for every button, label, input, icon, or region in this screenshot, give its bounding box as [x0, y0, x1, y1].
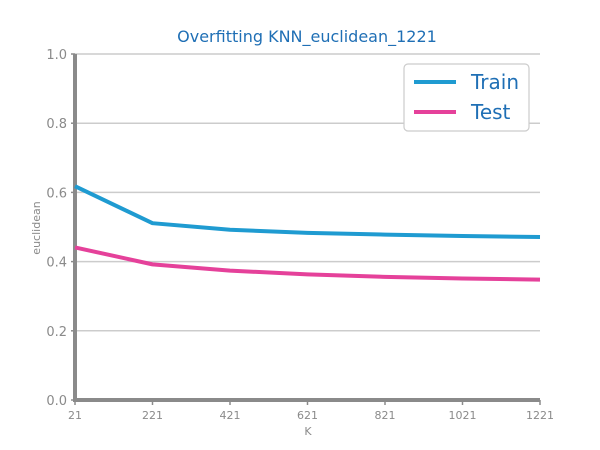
x-tick-label: 1221: [526, 409, 554, 422]
x-tick-label: 221: [142, 409, 163, 422]
y-tick-label: 0.6: [46, 186, 67, 201]
legend-label-train: Train: [470, 70, 519, 94]
y-tick-label: 0.4: [46, 256, 67, 271]
x-tick-label: 21: [68, 409, 82, 422]
legend-label-test: Test: [470, 100, 511, 124]
y-tick-label: 0.8: [46, 117, 67, 132]
y-axis-ticks: 0.0 0.2 0.4 0.6 0.8 1.0: [46, 48, 75, 409]
series-line-test: [74, 245, 541, 282]
x-tick-label: 1021: [449, 409, 477, 422]
x-tick-label: 621: [297, 409, 318, 422]
y-tick-label: 0.2: [46, 325, 67, 340]
y-axis-label: euclidean: [30, 201, 43, 254]
legend: Train Test: [403, 63, 530, 132]
series-lines: [74, 184, 541, 282]
chart-title: Overfitting KNN_euclidean_1221: [177, 27, 437, 47]
y-tick-label: 0.0: [46, 394, 67, 409]
x-tick-label: 821: [375, 409, 396, 422]
y-tick-label: 1.0: [46, 48, 67, 63]
x-axis-label: K: [304, 425, 312, 438]
x-axis-ticks: 21 221 421 621 821 1021 1221: [68, 400, 554, 422]
x-tick-label: 421: [220, 409, 241, 422]
series-line-train: [74, 184, 541, 240]
